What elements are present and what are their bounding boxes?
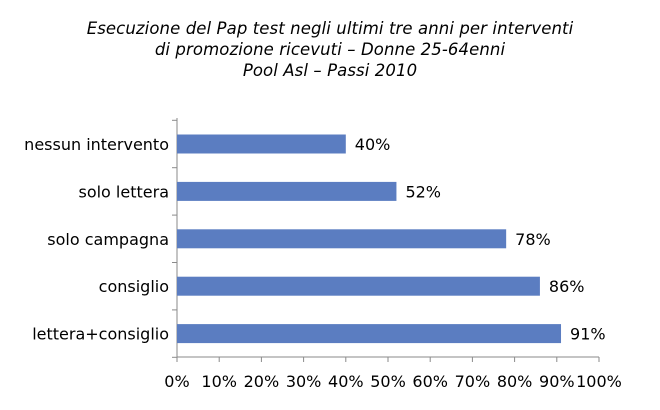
x-tick-label: 70%: [455, 372, 491, 391]
category-label: nessun intervento: [24, 135, 169, 154]
chart-title-line: Esecuzione del Pap test negli ultimi tre…: [86, 19, 574, 38]
data-label: 78%: [515, 230, 551, 249]
bar: [177, 181, 397, 201]
category-label: solo lettera: [78, 182, 169, 201]
x-tick-label: 50%: [370, 372, 406, 391]
chart-title-line: Pool Asl – Passi 2010: [242, 61, 418, 80]
bar: [177, 229, 507, 249]
bar: [177, 276, 540, 296]
x-tick-label: 10%: [201, 372, 237, 391]
bar: [177, 134, 346, 154]
x-tick-label: 80%: [497, 372, 533, 391]
data-label: 40%: [355, 135, 391, 154]
x-tick-label: 90%: [539, 372, 575, 391]
data-label: 91%: [570, 325, 606, 344]
data-label: 52%: [405, 182, 441, 201]
x-tick-label: 40%: [328, 372, 364, 391]
x-tick-label: 100%: [576, 372, 622, 391]
category-label: solo campagna: [47, 230, 169, 249]
x-tick-label: 30%: [286, 372, 322, 391]
x-tick-label: 0%: [164, 372, 189, 391]
chart-title-line: di promozione ricevuti – Donne 25-64enni: [154, 40, 506, 59]
chart-title: Esecuzione del Pap test negli ultimi tre…: [0, 18, 660, 81]
category-label: consiglio: [99, 277, 169, 296]
x-tick-label: 20%: [244, 372, 280, 391]
data-label: 86%: [549, 277, 585, 296]
x-tick-label: 60%: [412, 372, 448, 391]
bar: [177, 324, 562, 344]
category-label: lettera+consiglio: [32, 325, 169, 344]
